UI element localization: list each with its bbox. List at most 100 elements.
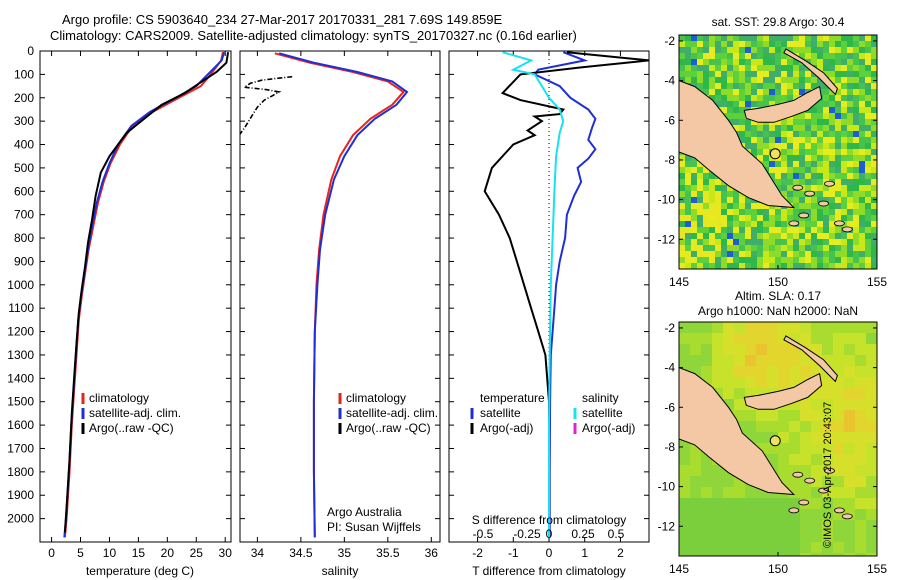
sst-map-cell: [799, 191, 805, 197]
sst-map-cell: [775, 233, 781, 239]
sla-map-cell: [712, 542, 723, 553]
sla-map-cell: [822, 454, 833, 465]
sla-map-cell: [723, 388, 734, 399]
sla-map-field: [679, 322, 877, 556]
sst-map-cell: [709, 221, 715, 227]
sla-map-cell: [811, 465, 822, 476]
sst-map-cell: [811, 155, 817, 161]
sst-map-cell: [757, 233, 763, 239]
sst-map-cell: [859, 53, 865, 59]
sst-map-cell: [751, 215, 757, 221]
sst-map-cell: [793, 251, 799, 257]
sst-map-cell: [871, 119, 877, 125]
sst-map-cell: [709, 227, 715, 233]
sst-map-cell: [817, 221, 823, 227]
sla-map-cell: [734, 498, 745, 509]
sst-map-cell: [787, 197, 793, 203]
sst-map-cell: [679, 41, 685, 47]
sla-map-cell: [690, 487, 701, 498]
sst-map-cell: [853, 233, 859, 239]
temperature-profile-xtick-label: 10: [103, 546, 117, 560]
sst-map-cell: [787, 191, 793, 197]
sst-map-cell: [733, 245, 739, 251]
sst-map-cell: [757, 251, 763, 257]
sst-map-cell: [811, 245, 817, 251]
sst-map-cell: [835, 89, 841, 95]
sst-map-cell: [835, 167, 841, 173]
sst-map-cell: [871, 179, 877, 185]
sst-map-cell: [799, 83, 805, 89]
depth-tick-label: 1500: [7, 395, 34, 409]
sst-map-cell: [727, 221, 733, 227]
sst-map-cell: [757, 203, 763, 209]
sla-map-cell: [844, 421, 855, 432]
sla-map-cell: [767, 421, 778, 432]
sst-map-cell: [811, 173, 817, 179]
sst-map-cell: [865, 35, 871, 41]
sst-map-cell: [745, 41, 751, 47]
sst-map-cell: [739, 131, 745, 137]
sla-map-cell: [712, 377, 723, 388]
sst-map-cell: [871, 53, 877, 59]
sla-map-cell: [811, 366, 822, 377]
sla-map-cell: [844, 454, 855, 465]
sla-map-cell: [811, 421, 822, 432]
sst-map-cell: [739, 95, 745, 101]
sst-map-cell: [727, 47, 733, 53]
sst-map-cell: [865, 89, 871, 95]
sst-map-cell: [829, 149, 835, 155]
sst-map-ytick-label: -4: [664, 74, 675, 88]
sst-map-cell: [775, 227, 781, 233]
sst-map-cell: [865, 149, 871, 155]
sst-map-cell: [697, 257, 703, 263]
sst-map-cell: [733, 83, 739, 89]
sst-map-cell: [817, 263, 823, 269]
sla-map-cell: [800, 333, 811, 344]
sla-map-cell: [855, 333, 866, 344]
sst-map-cell: [709, 47, 715, 53]
sst-map-cell: [775, 239, 781, 245]
sla-map-cell: [811, 333, 822, 344]
sla-map-cell: [723, 476, 734, 487]
sst-map-cell: [775, 71, 781, 77]
sla-map-cell: [833, 553, 844, 556]
sst-map-cell: [781, 167, 787, 173]
sst-map-cell: [841, 167, 847, 173]
sla-map-cell: [844, 410, 855, 421]
sst-map-cell: [871, 215, 877, 221]
sla-map-ytick-label: -10: [658, 480, 676, 494]
sla-map-cell: [833, 465, 844, 476]
sst-map-cell: [727, 89, 733, 95]
sla-map-cell: [833, 520, 844, 531]
sst-map-cell: [871, 233, 877, 239]
sst-map-cell: [871, 167, 877, 173]
sst-map-cell: [865, 59, 871, 65]
sst-map-cell: [829, 125, 835, 131]
sla-map-cell: [734, 322, 745, 333]
sst-map-cell: [805, 239, 811, 245]
sst-map-cell: [865, 131, 871, 137]
sst-map-cell: [841, 245, 847, 251]
sst-map-cell: [835, 203, 841, 209]
sst-map-cell: [805, 143, 811, 149]
sst-map-cell: [805, 113, 811, 119]
sst-map-cell: [823, 149, 829, 155]
sst-map-cell: [787, 227, 793, 233]
sst-map-cell: [859, 197, 865, 203]
sst-map-cell: [745, 251, 751, 257]
sst-map-cell: [859, 257, 865, 263]
sla-map-cell: [789, 355, 800, 366]
sla-map-cell: [844, 520, 855, 531]
pi-note: PI: Susan Wijffels: [327, 520, 421, 534]
sst-map-cell: [847, 101, 853, 107]
sst-map-cell: [859, 251, 865, 257]
sst-map-cell: [841, 233, 847, 239]
diff-legend-right-label: Argo(-adj): [582, 421, 635, 435]
sst-map-cell: [769, 137, 775, 143]
sst-map-cell: [697, 239, 703, 245]
sst-map-cell: [853, 41, 859, 47]
sst-map-cell: [865, 197, 871, 203]
sst-map-cell: [679, 77, 685, 83]
sst-map-cell: [835, 59, 841, 65]
sst-map-cell: [769, 215, 775, 221]
